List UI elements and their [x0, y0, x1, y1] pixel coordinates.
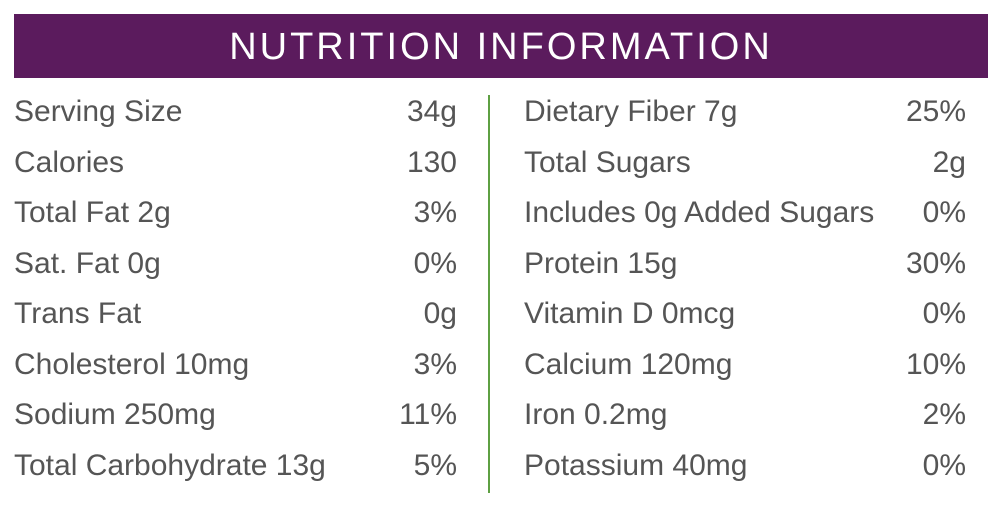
nutrient-value: 3%	[413, 347, 457, 381]
title: NUTRITION INFORMATION	[229, 26, 773, 68]
nutrient-row: Potassium 40mg 0%	[524, 446, 966, 486]
nutrient-row: Total Sugars 2g	[524, 143, 966, 183]
nutrient-row: Serving Size 34g	[14, 92, 457, 132]
nutrient-label: Dietary Fiber 7g	[524, 95, 738, 128]
nutrient-row: Calcium 120mg 10%	[524, 345, 966, 385]
nutrient-row: Iron 0.2mg 2%	[524, 395, 966, 435]
nutrient-value: 2%	[922, 398, 966, 431]
nutrient-row: Sodium 250mg 11%	[14, 395, 457, 435]
nutrient-label: Calcium 120mg	[524, 347, 733, 381]
nutrient-row: Trans Fat 0g	[14, 294, 457, 334]
nutrient-value: 5%	[413, 448, 457, 482]
column-divider	[488, 95, 490, 493]
nutrient-row: Sat. Fat 0g 0%	[14, 244, 457, 284]
nutrient-label: Trans Fat	[14, 297, 142, 330]
nutrient-row: Calories 130	[14, 143, 457, 183]
nutrient-row: Includes 0g Added Sugars 0%	[524, 193, 966, 233]
nutrient-value: 0%	[413, 246, 457, 280]
nutrient-row: Cholesterol 10mg 3%	[14, 345, 457, 385]
nutrient-label: Vitamin D 0mcg	[524, 297, 736, 330]
header-bar: NUTRITION INFORMATION	[14, 14, 988, 78]
nutrient-label: Calories	[14, 145, 125, 179]
nutrient-label: Sat. Fat 0g	[14, 246, 161, 280]
nutrient-label: Total Carbohydrate 13g	[14, 448, 326, 482]
nutrient-label: Serving Size	[14, 95, 183, 128]
nutrient-row: Vitamin D 0mcg 0%	[524, 294, 966, 334]
nutrient-label: Potassium 40mg	[524, 448, 748, 482]
nutrient-value: 25%	[905, 95, 966, 128]
nutrient-value: 130	[406, 145, 457, 179]
nutrient-row: Protein 15g 30%	[524, 244, 966, 284]
nutrient-value: 10%	[905, 347, 966, 381]
nutrient-label: Total Sugars	[524, 145, 691, 179]
nutrient-value: 0%	[922, 297, 966, 330]
nutrient-label: Iron 0.2mg	[524, 398, 668, 431]
nutrient-row: Total Carbohydrate 13g 5%	[14, 446, 457, 486]
nutrient-label: Total Fat 2g	[14, 196, 171, 229]
nutrient-value: 2g	[932, 145, 966, 179]
nutrient-label: Includes 0g Added Sugars	[524, 196, 875, 229]
nutrient-label: Cholesterol 10mg	[14, 347, 250, 381]
nutrient-value: 0%	[922, 196, 966, 229]
nutrient-value: 34g	[406, 95, 457, 128]
nutrient-row: Total Fat 2g 3%	[14, 193, 457, 233]
nutrient-value: 11%	[399, 398, 457, 431]
nutrient-label: Sodium 250mg	[14, 398, 216, 431]
nutrient-value: 3%	[413, 196, 457, 229]
nutrient-value: 0%	[922, 448, 966, 482]
nutrient-value: 30%	[905, 246, 966, 280]
nutrient-row: Dietary Fiber 7g 25%	[524, 92, 966, 132]
nutrient-value: 0g	[423, 297, 457, 330]
nutrient-label: Protein 15g	[524, 246, 678, 280]
